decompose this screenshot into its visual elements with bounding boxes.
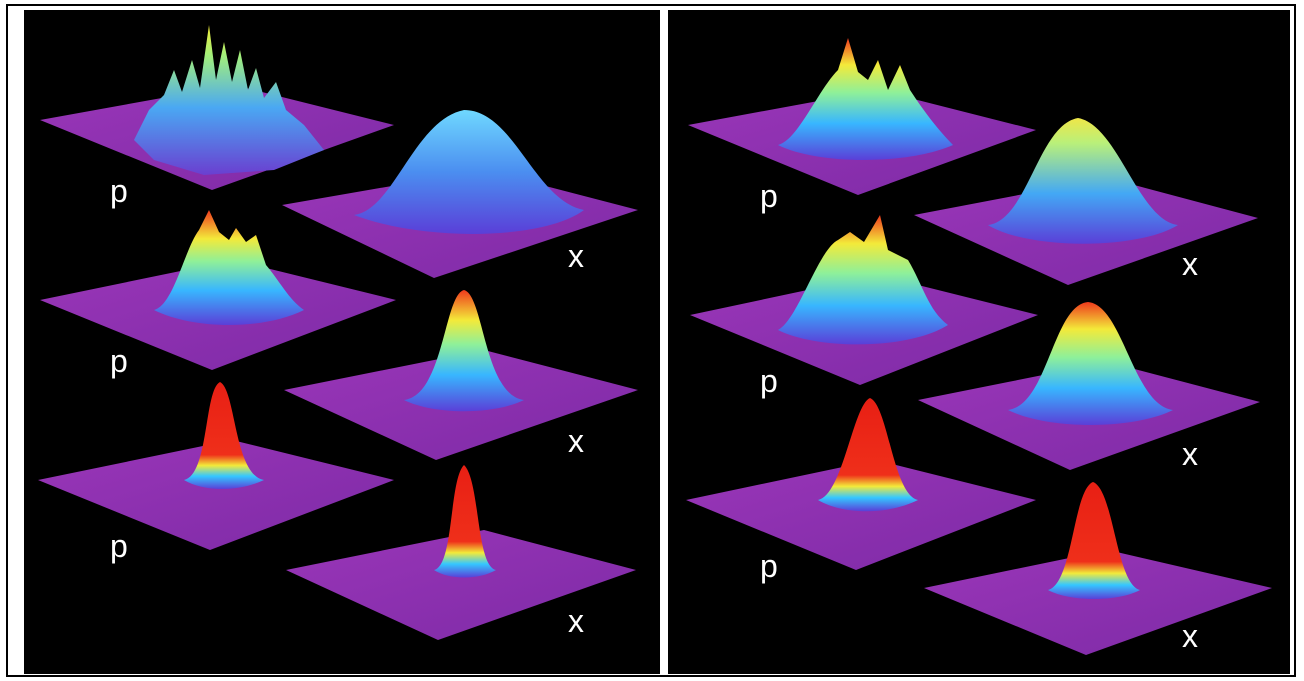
panel-right: p x p x p x <box>668 10 1290 674</box>
surface-x-row1 <box>282 110 638 278</box>
p-label: p <box>760 548 778 584</box>
surface-x-row3 <box>286 465 636 640</box>
surface-x-row3 <box>924 482 1272 655</box>
surface-p-row3 <box>38 382 394 550</box>
x-label: x <box>1182 246 1198 282</box>
x-label: x <box>568 603 584 639</box>
surface-p-row2 <box>690 215 1038 385</box>
x-label: x <box>1182 436 1198 472</box>
surface-x-row2 <box>918 302 1260 470</box>
x-label: x <box>568 238 584 274</box>
x-label: x <box>1182 618 1198 654</box>
surface-p-row1 <box>688 38 1036 195</box>
surface-x-row2 <box>284 290 638 460</box>
x-label: x <box>568 423 584 459</box>
panel-left-surfaces <box>38 25 638 640</box>
surface-x-row1 <box>914 118 1258 285</box>
surface-p-row3 <box>686 398 1036 570</box>
p-label: p <box>760 363 778 399</box>
panel-right-surfaces <box>686 38 1272 655</box>
p-label: p <box>110 173 128 209</box>
surface-p-row2 <box>40 210 396 370</box>
p-label: p <box>760 178 778 214</box>
panel-left: p x p x p x <box>24 10 660 674</box>
surface-p-row1 <box>40 25 394 190</box>
p-label: p <box>110 343 128 379</box>
p-label: p <box>110 528 128 564</box>
